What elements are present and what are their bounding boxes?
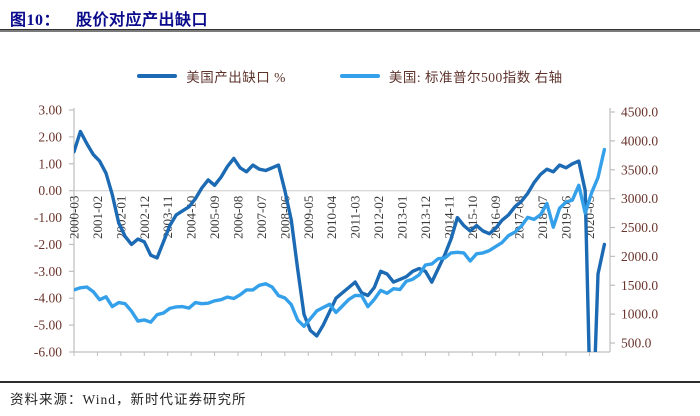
svg-text:2011-03: 2011-03 — [348, 196, 363, 239]
svg-text:0.00: 0.00 — [38, 183, 62, 198]
svg-text:2010-04: 2010-04 — [324, 195, 339, 239]
x-axis-tick-labels: 2000-03 2001-02 2002-01 2002-12 2003-11 2004-… — [67, 195, 597, 239]
series-line-sp500 — [74, 147, 607, 328]
svg-text:2006-08: 2006-08 — [231, 196, 246, 239]
svg-text:3000.0: 3000.0 — [621, 191, 658, 206]
svg-text:2012-02: 2012-02 — [371, 196, 386, 239]
svg-text:2002-12: 2002-12 — [137, 196, 152, 239]
svg-text:2015-10: 2015-10 — [465, 196, 480, 239]
left-axis-tick-labels: 3.00 2.00 1.00 0.00 -1.00 -2.00 -3.00 -4.00 -5.0… — [34, 103, 62, 360]
figure-number: 图10： — [10, 12, 61, 29]
svg-text:2016-09: 2016-09 — [488, 196, 503, 239]
svg-text:-6.00: -6.00 — [34, 345, 62, 360]
svg-text:-5.00: -5.00 — [34, 318, 62, 333]
legend-item-sp500: 美国: 标准普尔500指数 右轴 — [339, 66, 563, 86]
legend-line-swatch-dark — [137, 73, 178, 79]
svg-text:2000-03: 2000-03 — [67, 196, 82, 239]
svg-text:3500.0: 3500.0 — [621, 162, 658, 177]
svg-text:500.0: 500.0 — [621, 336, 652, 351]
svg-text:2007-07: 2007-07 — [254, 195, 269, 239]
legend-label: 美国产出缺口 % — [186, 70, 286, 85]
svg-text:-4.00: -4.00 — [34, 291, 62, 306]
svg-text:2013-12: 2013-12 — [418, 196, 433, 239]
svg-text:2005-09: 2005-09 — [207, 196, 222, 239]
legend-item-output-gap: 美国产出缺口 % — [137, 66, 286, 86]
svg-text:-1.00: -1.00 — [34, 210, 62, 225]
footer-divider — [0, 381, 700, 383]
svg-text:1500.0: 1500.0 — [621, 278, 658, 293]
svg-text:4000.0: 4000.0 — [621, 133, 658, 148]
svg-text:-2.00: -2.00 — [34, 237, 62, 252]
svg-text:3.00: 3.00 — [38, 103, 62, 118]
svg-text:2000.0: 2000.0 — [621, 249, 658, 264]
right-axis-tick-labels: 4500.0 4000.0 3500.0 3000.0 2500.0 2000.0 1500… — [621, 105, 658, 351]
legend-line-swatch-light — [339, 73, 380, 79]
svg-text:2001-02: 2001-02 — [90, 196, 105, 239]
svg-text:1000.0: 1000.0 — [621, 307, 658, 322]
figure-title: 图10： 股价对应产出缺口 — [10, 6, 208, 30]
svg-text:2009-05: 2009-05 — [301, 196, 316, 239]
series-lines — [74, 129, 607, 352]
svg-text:2003-11: 2003-11 — [160, 196, 175, 239]
legend-label: 美国: 标准普尔500指数 右轴 — [388, 70, 563, 85]
chart-legend: 美国产出缺口 % 美国: 标准普尔500指数 右轴 — [0, 66, 700, 86]
series-line-output-gap — [74, 129, 607, 352]
figure-title-text: 股价对应产出缺口 — [76, 12, 209, 29]
svg-text:2500.0: 2500.0 — [621, 220, 658, 235]
svg-text:2.00: 2.00 — [38, 129, 62, 144]
svg-text:4500.0: 4500.0 — [621, 105, 658, 120]
svg-text:-3.00: -3.00 — [34, 264, 62, 279]
title-divider — [0, 29, 700, 32]
data-source: 资料来源：Wind，新时代证券研究所 — [10, 392, 247, 407]
svg-text:2002-01: 2002-01 — [113, 196, 128, 239]
svg-text:2013-01: 2013-01 — [395, 196, 410, 239]
svg-text:1.00: 1.00 — [38, 156, 62, 171]
